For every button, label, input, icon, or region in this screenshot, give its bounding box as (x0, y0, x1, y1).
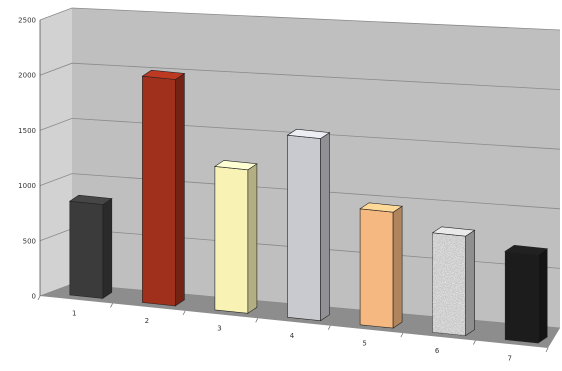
x-tick-mark (255, 318, 259, 323)
bar-4 (286, 128, 331, 322)
gridline (39, 7, 561, 31)
y-tick-label: 2500 (18, 17, 36, 25)
x-tick-label: 3 (217, 325, 221, 333)
bar-top (141, 69, 186, 80)
chart-wall-left (40, 8, 72, 296)
bar-side (175, 72, 185, 307)
gridline (39, 62, 561, 90)
x-tick-mark (473, 340, 476, 345)
bar-top (504, 244, 549, 256)
x-tick-mark (110, 303, 113, 308)
bar-front (287, 134, 321, 322)
x-tick-label: 7 (507, 354, 511, 362)
x-axis: 1 2 3 4 5 6 7 (37, 295, 549, 362)
bar-2 (141, 69, 186, 307)
x-tick-label: 6 (435, 347, 440, 355)
bar-top (68, 194, 113, 205)
gridline (39, 117, 561, 150)
x-tick-label: 2 (145, 317, 149, 325)
x-tick-mark (182, 310, 186, 316)
bar-side (465, 229, 475, 337)
x-tick-mark (37, 295, 41, 301)
x-tick-mark (327, 325, 331, 330)
bars (68, 69, 549, 344)
gridline (39, 173, 561, 210)
bar-side (537, 248, 548, 344)
bar-front (69, 200, 104, 299)
bar-3 (214, 160, 258, 314)
bar-top (214, 160, 258, 171)
y-tick-label: 500 (23, 237, 36, 245)
bar-5 (359, 202, 403, 329)
bar-1 (68, 194, 113, 299)
y-axis: 0 500 1000 1500 2000 2500 (18, 17, 41, 301)
bar-texture (432, 232, 466, 336)
y-tick-label: 1000 (18, 182, 36, 190)
y-tick-label: 1500 (18, 127, 36, 135)
x-tick-label: 4 (290, 332, 295, 340)
bar-side (247, 163, 258, 314)
bar-top (359, 202, 403, 213)
bar-front (214, 166, 249, 314)
bar-top (431, 226, 476, 237)
x-tick-label: 1 (72, 310, 76, 318)
x-tick-mark (545, 347, 549, 353)
y-tick-label: 0 (32, 293, 36, 301)
bar-front (359, 208, 394, 329)
bar-top (286, 128, 331, 139)
bar-side (320, 132, 330, 322)
bar-front (142, 75, 176, 307)
bar-7 (504, 244, 549, 344)
y-tick-label: 2000 (18, 72, 36, 80)
bar-side (102, 198, 113, 299)
bar-6 (431, 226, 476, 337)
x-tick-mark (400, 332, 404, 338)
x-tick-label: 5 (362, 339, 366, 347)
bar-front (504, 250, 539, 344)
bar-side (392, 205, 403, 329)
